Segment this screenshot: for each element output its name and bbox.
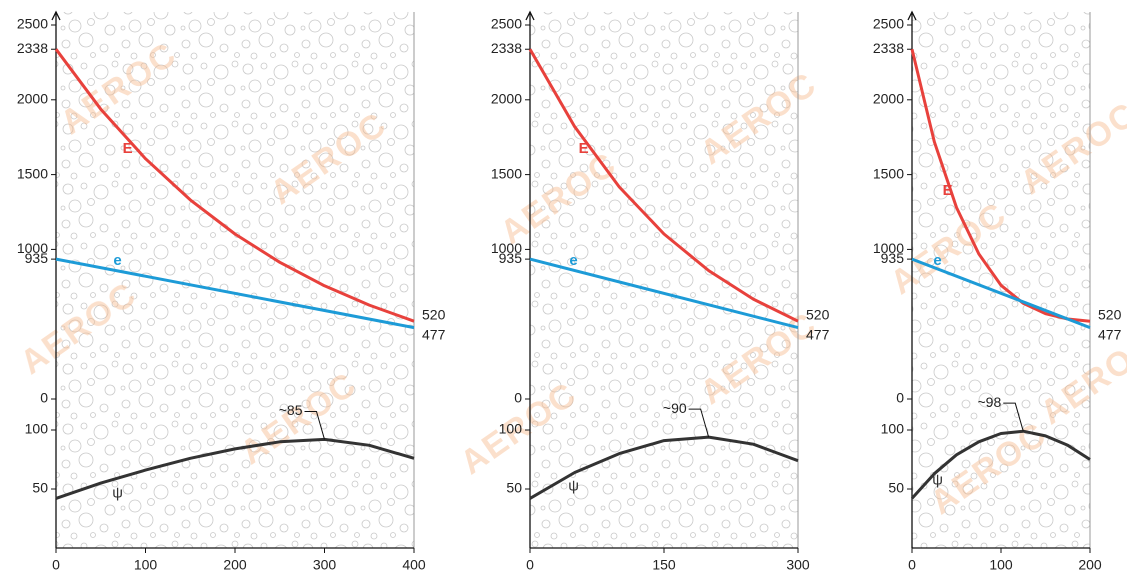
y-tick-label: 2338 bbox=[491, 40, 522, 56]
end-value-label: 520 bbox=[806, 307, 830, 323]
axis-arrow bbox=[907, 10, 917, 21]
y-tick-label: 2500 bbox=[873, 16, 904, 32]
y-tick-label: 2000 bbox=[17, 91, 48, 107]
series-label: E bbox=[943, 182, 953, 199]
series-label: ψ bbox=[112, 484, 123, 501]
x-tick-label: 100 bbox=[134, 557, 158, 573]
y-tick-label: 0 bbox=[896, 390, 904, 406]
y-tick-label: 2500 bbox=[17, 16, 48, 32]
y2-tick-label: 100 bbox=[499, 421, 523, 437]
annotation-leader bbox=[688, 408, 710, 438]
y-tick-label: 935 bbox=[25, 250, 49, 266]
axis-arrow bbox=[51, 10, 61, 21]
series-line bbox=[528, 48, 799, 323]
y-tick-label: 1000 bbox=[873, 240, 904, 256]
series-line bbox=[529, 257, 799, 330]
series-line bbox=[54, 48, 415, 323]
x-tick-label: 400 bbox=[402, 557, 426, 573]
series-label: ψ bbox=[568, 478, 579, 495]
x-tick-label: 0 bbox=[52, 557, 60, 573]
y-tick-label: 1500 bbox=[491, 165, 522, 181]
y2-tick-label: 50 bbox=[888, 480, 904, 496]
y-tick-label: 1000 bbox=[17, 240, 48, 256]
annotation: ~98 bbox=[978, 394, 1002, 410]
series-line bbox=[910, 429, 1091, 500]
y-tick-label: 2500 bbox=[491, 16, 522, 32]
y-tick-label: 0 bbox=[514, 390, 522, 406]
x-tick-label: 100 bbox=[989, 557, 1013, 573]
end-value-label: 477 bbox=[422, 327, 446, 343]
y-tick-label: 1500 bbox=[17, 165, 48, 181]
series-label: e bbox=[569, 252, 577, 269]
x-tick-label: 0 bbox=[526, 557, 534, 573]
x-tick-label: 0 bbox=[908, 557, 916, 573]
y-tick-label: 935 bbox=[881, 250, 905, 266]
annotation-leader bbox=[304, 410, 325, 440]
x-tick-label: 150 bbox=[652, 557, 676, 573]
end-value-label: 477 bbox=[1098, 327, 1122, 343]
end-value-label: 520 bbox=[1098, 307, 1122, 323]
x-tick-label: 200 bbox=[1078, 557, 1102, 573]
y-tick-label: 1500 bbox=[873, 165, 904, 181]
y2-tick-label: 100 bbox=[25, 421, 49, 437]
x-tick-label: 200 bbox=[223, 557, 247, 573]
series-line bbox=[529, 435, 799, 500]
axis-arrow bbox=[525, 10, 535, 21]
y-tick-label: 1000 bbox=[491, 240, 522, 256]
annotation-leader bbox=[1003, 402, 1024, 432]
plot-background bbox=[912, 12, 1090, 548]
x-tick-label: 300 bbox=[786, 557, 810, 573]
series-line bbox=[911, 257, 1091, 329]
end-value-label: 520 bbox=[422, 307, 446, 323]
plot-background bbox=[530, 12, 798, 548]
series-line bbox=[55, 257, 415, 330]
y-tick-label: 935 bbox=[499, 250, 523, 266]
series-label: E bbox=[123, 140, 133, 157]
y2-tick-label: 50 bbox=[32, 480, 48, 496]
series-label: e bbox=[113, 252, 121, 269]
end-value-label: 477 bbox=[806, 327, 830, 343]
series-label: E bbox=[579, 140, 589, 157]
annotation: ~85 bbox=[279, 402, 303, 418]
y-tick-label: 0 bbox=[40, 390, 48, 406]
x-tick-label: 300 bbox=[313, 557, 337, 573]
y-tick-label: 2338 bbox=[17, 40, 48, 56]
y-tick-label: 2000 bbox=[873, 91, 904, 107]
y2-tick-label: 100 bbox=[881, 421, 905, 437]
plot-background bbox=[56, 12, 414, 548]
series-line bbox=[55, 437, 415, 500]
y2-tick-label: 50 bbox=[506, 480, 522, 496]
series-label: e bbox=[933, 252, 941, 269]
y-tick-label: 2000 bbox=[491, 91, 522, 107]
y-tick-label: 2338 bbox=[873, 40, 904, 56]
series-label: ψ bbox=[932, 471, 943, 488]
annotation: ~90 bbox=[663, 400, 687, 416]
